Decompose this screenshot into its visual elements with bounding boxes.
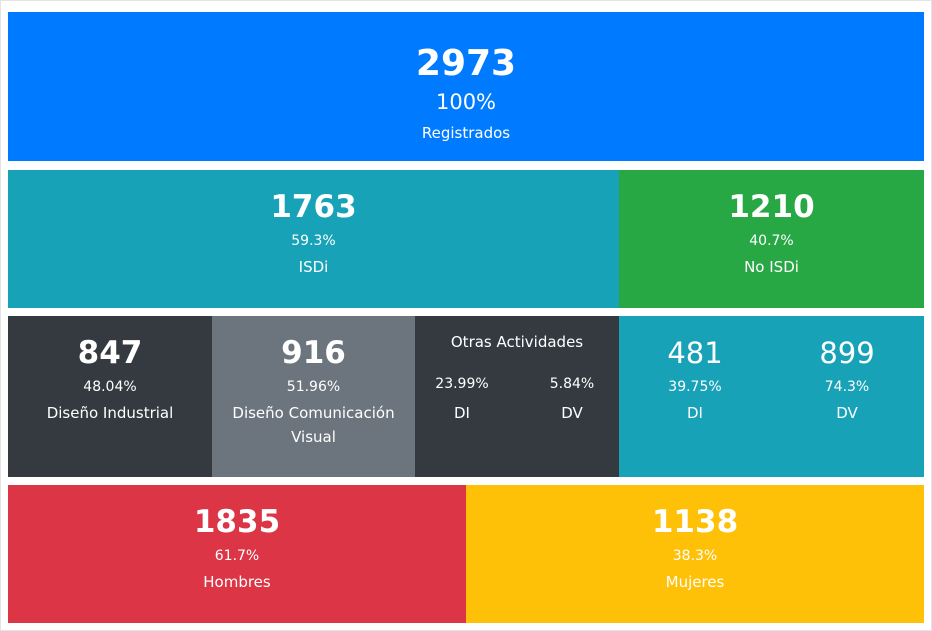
registrados-percent: 100% bbox=[435, 90, 497, 114]
no-isdi-di-percent: 39.75% bbox=[668, 379, 722, 395]
diseno-industrial-label: Diseño Industrial bbox=[46, 404, 174, 422]
no-isdi-value: 1210 bbox=[728, 189, 815, 225]
no-isdi-di-label: DI bbox=[687, 404, 703, 422]
otras-actividades-title: Otras Actividades bbox=[450, 333, 584, 351]
registrados-card: 2973 100% Registrados bbox=[8, 12, 924, 161]
diseno-industrial-value: 847 bbox=[77, 335, 143, 371]
otras-di-column: 23.99% DI bbox=[429, 374, 495, 423]
diseno-comunicacion-card: 916 51.96% Diseño Comunicación Visual bbox=[212, 316, 415, 477]
otras-di-percent: 23.99% bbox=[435, 376, 489, 392]
mujeres-percent: 38.3% bbox=[672, 548, 718, 564]
no-isdi-dv-value: 899 bbox=[819, 336, 875, 370]
mujeres-label: Mujeres bbox=[665, 573, 725, 591]
hombres-label: Hombres bbox=[203, 573, 271, 591]
isdi-value: 1763 bbox=[270, 189, 357, 225]
mujeres-card: 1138 38.3% Mujeres bbox=[466, 485, 924, 623]
no-isdi-breakdown-card: 481 39.75% DI 899 74.3% DV bbox=[619, 316, 924, 477]
hombres-value: 1835 bbox=[193, 504, 281, 540]
hombres-card: 1835 61.7% Hombres bbox=[8, 485, 466, 623]
diseno-industrial-card: 847 48.04% Diseño Industrial bbox=[8, 316, 212, 477]
otras-di-label: DI bbox=[454, 404, 470, 422]
no-isdi-di-column: 481 39.75% DI bbox=[655, 334, 735, 425]
otras-dv-percent: 5.84% bbox=[549, 376, 595, 392]
no-isdi-percent: 40.7% bbox=[749, 233, 794, 249]
diseno-comunicacion-percent: 51.96% bbox=[286, 379, 341, 395]
isdi-label: ISDi bbox=[298, 258, 329, 276]
diseno-comunicacion-value: 916 bbox=[281, 335, 346, 371]
isdi-card: 1763 59.3% ISDi bbox=[8, 170, 619, 308]
otras-actividades-card: Otras Actividades 23.99% DI 5.84% DV bbox=[415, 316, 619, 477]
no-isdi-label: No ISDi bbox=[744, 258, 799, 276]
otras-dv-label: DV bbox=[561, 404, 583, 422]
no-isdi-dv-column: 899 74.3% DV bbox=[807, 334, 887, 425]
no-isdi-di-value: 481 bbox=[667, 336, 723, 370]
mujeres-value: 1138 bbox=[651, 504, 739, 540]
diseno-industrial-percent: 48.04% bbox=[83, 379, 137, 395]
no-isdi-dv-percent: 74.3% bbox=[824, 379, 870, 395]
no-isdi-card: 1210 40.7% No ISDi bbox=[619, 170, 924, 308]
registrados-label: Registrados bbox=[421, 124, 511, 142]
otras-dv-column: 5.84% DV bbox=[539, 374, 605, 423]
hombres-percent: 61.7% bbox=[214, 548, 260, 564]
isdi-percent: 59.3% bbox=[291, 233, 336, 249]
registrados-value: 2973 bbox=[415, 43, 517, 84]
diseno-comunicacion-label: Diseño Comunicación Visual bbox=[232, 404, 395, 446]
no-isdi-dv-label: DV bbox=[836, 404, 858, 422]
